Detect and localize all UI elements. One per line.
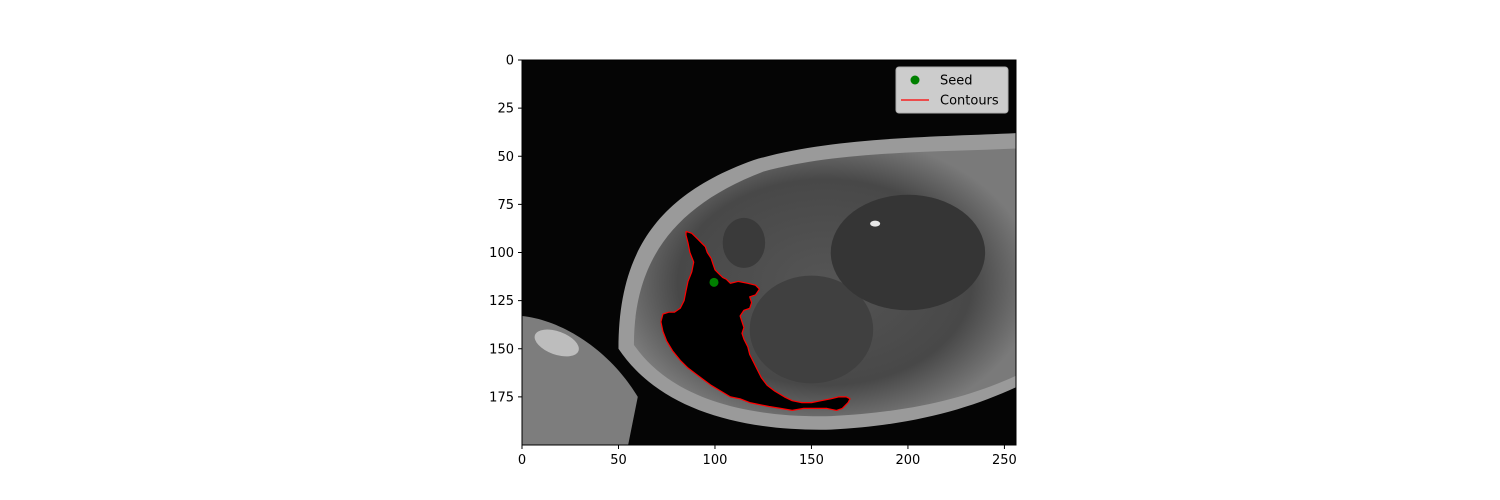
x-tick-label: 50 — [610, 453, 627, 468]
y-tick-label: 100 — [489, 246, 514, 261]
mri-image — [522, 60, 1016, 445]
y-tick-label: 75 — [497, 198, 514, 213]
legend-box — [895, 66, 1009, 114]
contour-layer — [660, 230, 851, 411]
x-tick-label: 150 — [799, 453, 824, 468]
seed-layer — [709, 277, 719, 287]
structure-b — [749, 275, 874, 384]
y-tick-label: 125 — [489, 294, 514, 309]
y-tick-label: 25 — [497, 102, 514, 117]
x-tick-label: 100 — [703, 453, 728, 468]
legend-contour-label: Contours — [940, 94, 999, 109]
y-tick-label: 175 — [489, 390, 514, 405]
x-tick-label: 0 — [518, 453, 526, 468]
bright-spot — [870, 220, 881, 227]
y-tick-label: 150 — [489, 342, 514, 357]
structure-a — [722, 217, 766, 268]
y-axis: 0 25 50 75 100 125 150 175 — [489, 54, 522, 405]
x-tick-label: 200 — [896, 453, 921, 468]
legend-seed-marker — [910, 75, 920, 85]
segmented-region — [660, 231, 850, 411]
y-tick-label: 50 — [497, 150, 514, 165]
y-tick-label: 0 — [506, 54, 514, 69]
arm-highlight — [534, 329, 579, 357]
x-axis: 0 50 100 150 200 250 — [518, 445, 1017, 468]
plot-area — [521, 59, 1017, 446]
legend-seed-label: Seed — [940, 74, 973, 89]
contour-line — [660, 230, 851, 411]
legend[interactable]: Seed Contours — [895, 66, 1009, 114]
seed-point — [709, 277, 719, 287]
structure-c — [830, 194, 986, 311]
x-tick-label: 250 — [992, 453, 1017, 468]
